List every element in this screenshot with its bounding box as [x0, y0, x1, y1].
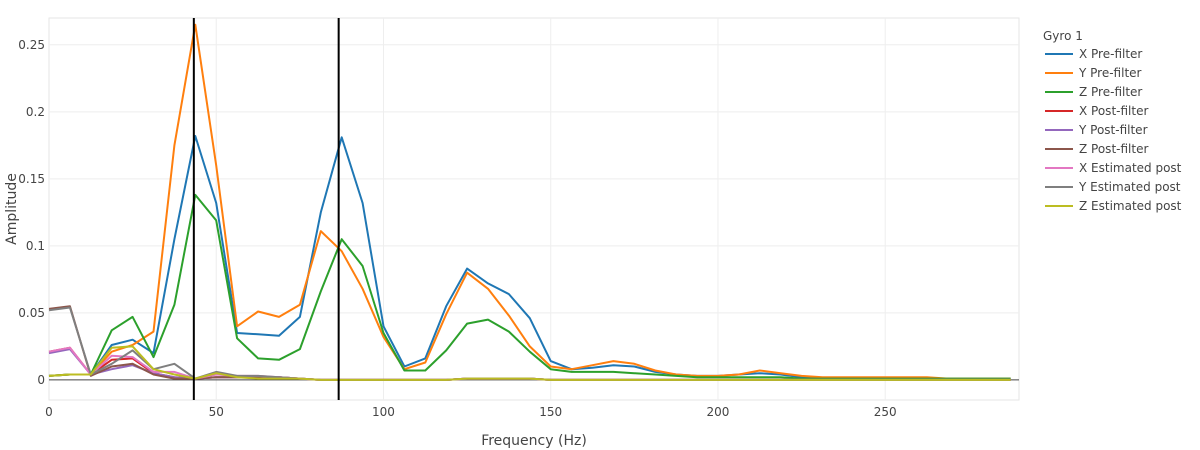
legend-label: X Estimated post [1079, 161, 1182, 175]
plot-area [48, 17, 1020, 401]
legend-item-y-post-filter[interactable]: Y Post-filter [1045, 123, 1148, 137]
y-axis-title: Amplitude [4, 173, 20, 245]
x-tick-label: 200 [707, 405, 730, 419]
x-tick-label: 0 [45, 405, 53, 419]
y-tick-label: 0.25 [18, 38, 45, 52]
x-tick-label: 100 [372, 405, 395, 419]
legend-label: Z Pre-filter [1079, 85, 1142, 99]
y-tick-label: 0.05 [18, 306, 45, 320]
legend[interactable]: Gyro 1 X Pre-filter Y Pre-filter Z Pre-fil… [1043, 29, 1182, 213]
legend-label: Y Post-filter [1078, 123, 1148, 137]
legend-item-z-post-filter[interactable]: Z Post-filter [1045, 142, 1148, 156]
legend-item-y-estimated-post[interactable]: Y Estimated post [1045, 180, 1181, 194]
x-tick-label: 50 [209, 405, 224, 419]
y-tick-labels: 0 0.05 0.1 0.15 0.2 0.25 [18, 38, 45, 387]
marker-lines [192, 18, 340, 400]
x-tick-label: 150 [539, 405, 562, 419]
legend-label: Y Pre-filter [1078, 66, 1142, 80]
y-tick-label: 0 [37, 373, 45, 387]
legend-title: Gyro 1 [1043, 29, 1083, 43]
legend-item-x-post-filter[interactable]: X Post-filter [1045, 104, 1148, 118]
x-tick-labels: 0 50 100 150 200 250 [45, 405, 896, 419]
legend-label: Y Estimated post [1078, 180, 1181, 194]
legend-item-x-estimated-post[interactable]: X Estimated post [1045, 161, 1182, 175]
legend-item-x-pre-filter[interactable]: X Pre-filter [1045, 47, 1142, 61]
legend-label: X Post-filter [1079, 104, 1148, 118]
series-lines [48, 23, 1011, 381]
legend-item-z-pre-filter[interactable]: Z Pre-filter [1045, 85, 1142, 99]
series-line-z-pre-filter [48, 193, 1011, 380]
y-tick-label: 0.15 [18, 172, 45, 186]
legend-label: Z Post-filter [1079, 142, 1148, 156]
grid [49, 18, 1019, 400]
y-tick-label: 0.2 [26, 105, 45, 119]
legend-item-y-pre-filter[interactable]: Y Pre-filter [1045, 66, 1142, 80]
legend-item-z-estimated-post[interactable]: Z Estimated post [1045, 199, 1182, 213]
x-axis-title: Frequency (Hz) [481, 433, 587, 449]
x-tick-label: 250 [874, 405, 897, 419]
series-line-z-estimated-post [48, 345, 1011, 381]
legend-label: X Pre-filter [1079, 47, 1142, 61]
legend-label: Z Estimated post [1079, 199, 1182, 213]
y-tick-label: 0.1 [26, 239, 45, 253]
series-line-y-pre-filter [48, 23, 1011, 380]
